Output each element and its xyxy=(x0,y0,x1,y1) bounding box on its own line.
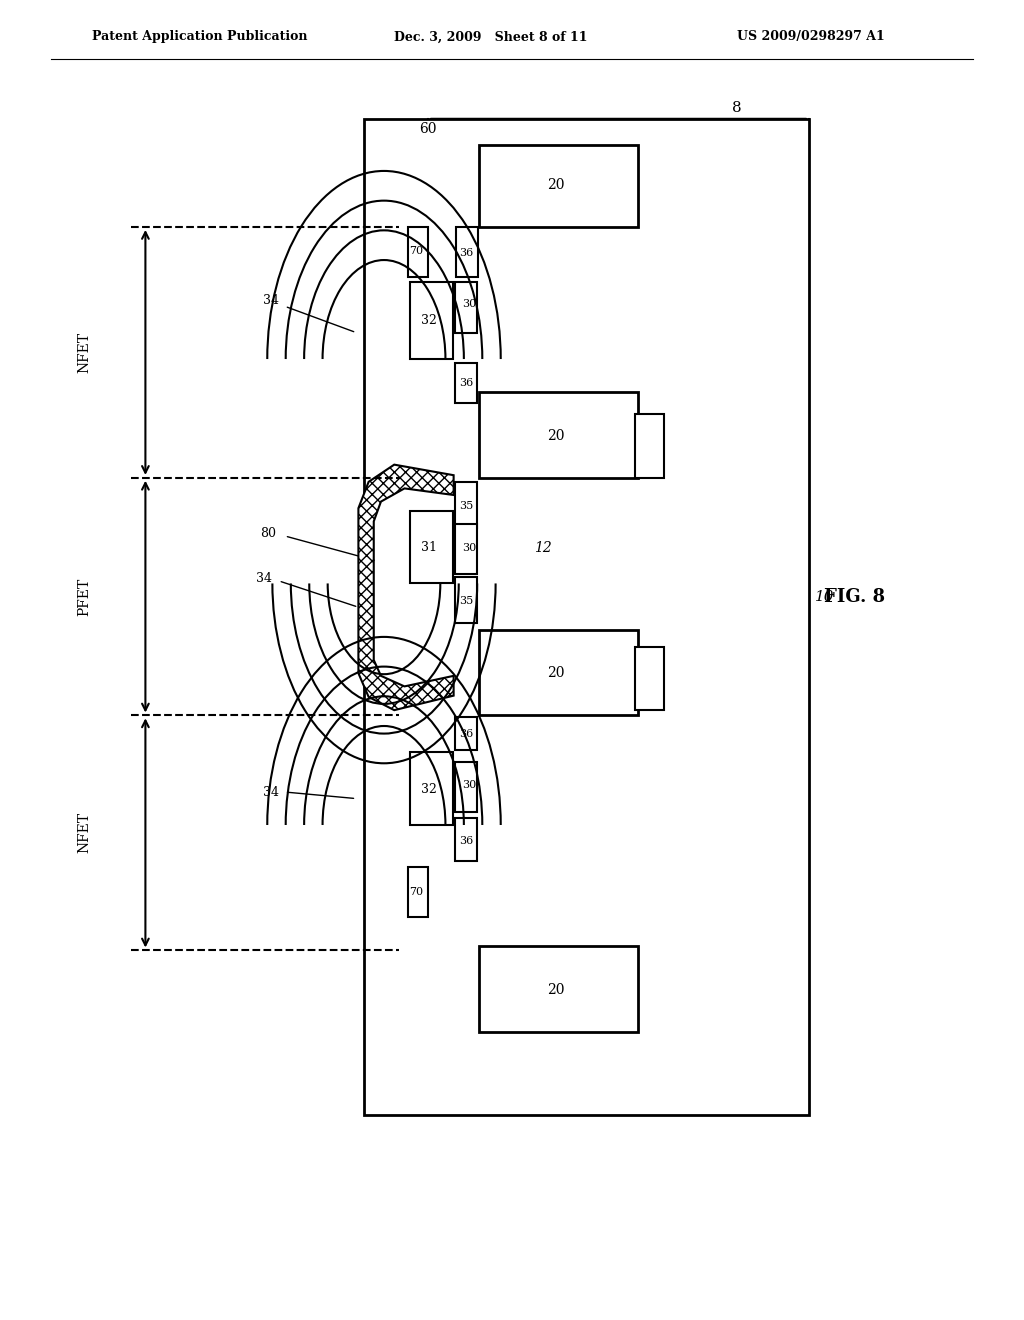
Text: NFET: NFET xyxy=(77,331,91,374)
Text: 32: 32 xyxy=(421,314,437,327)
Bar xyxy=(410,752,453,825)
Text: NFET: NFET xyxy=(77,812,91,854)
Text: 34: 34 xyxy=(263,294,280,308)
Text: FIG. 8: FIG. 8 xyxy=(824,587,886,606)
Text: 70: 70 xyxy=(409,887,423,898)
Bar xyxy=(408,867,428,917)
Text: 10: 10 xyxy=(814,590,835,603)
Bar xyxy=(410,282,453,359)
Bar xyxy=(408,227,428,277)
Text: 20: 20 xyxy=(547,178,565,191)
Bar xyxy=(455,818,477,861)
Text: 35: 35 xyxy=(459,595,473,606)
Polygon shape xyxy=(358,465,454,710)
Text: 36: 36 xyxy=(459,836,473,846)
Bar xyxy=(455,282,477,333)
Bar xyxy=(455,482,477,528)
Text: 20: 20 xyxy=(547,667,565,680)
Bar xyxy=(456,227,478,277)
Text: 36: 36 xyxy=(459,729,473,739)
Text: 36: 36 xyxy=(459,378,473,388)
Text: 70: 70 xyxy=(409,246,423,256)
Text: 34: 34 xyxy=(256,572,272,585)
Text: PFET: PFET xyxy=(77,578,91,615)
Text: Patent Application Publication: Patent Application Publication xyxy=(92,30,307,44)
Bar xyxy=(455,717,477,750)
Bar xyxy=(410,511,453,583)
Text: 8: 8 xyxy=(732,102,742,115)
Bar xyxy=(479,630,638,715)
Text: 31: 31 xyxy=(421,541,437,554)
Text: 34: 34 xyxy=(263,785,280,799)
Text: 36: 36 xyxy=(459,248,473,259)
Bar xyxy=(635,414,664,478)
Bar xyxy=(455,762,477,812)
Text: Dec. 3, 2009   Sheet 8 of 11: Dec. 3, 2009 Sheet 8 of 11 xyxy=(394,30,588,44)
Text: 30: 30 xyxy=(462,780,476,791)
Text: 32: 32 xyxy=(421,783,437,796)
Bar xyxy=(479,392,638,478)
Text: 20: 20 xyxy=(547,429,565,442)
Text: 30: 30 xyxy=(462,543,476,553)
Bar xyxy=(455,577,477,623)
Bar xyxy=(479,145,638,227)
Text: 35: 35 xyxy=(459,500,473,511)
Text: 20: 20 xyxy=(547,983,565,997)
Text: 80: 80 xyxy=(260,527,276,540)
Text: US 2009/0298297 A1: US 2009/0298297 A1 xyxy=(737,30,885,44)
Bar xyxy=(364,119,809,1115)
Text: 12: 12 xyxy=(534,541,552,554)
Bar xyxy=(455,363,477,403)
Text: 60: 60 xyxy=(419,123,437,136)
Bar xyxy=(455,524,477,574)
Bar xyxy=(635,647,664,710)
Text: 30: 30 xyxy=(462,298,476,309)
Bar xyxy=(479,946,638,1032)
